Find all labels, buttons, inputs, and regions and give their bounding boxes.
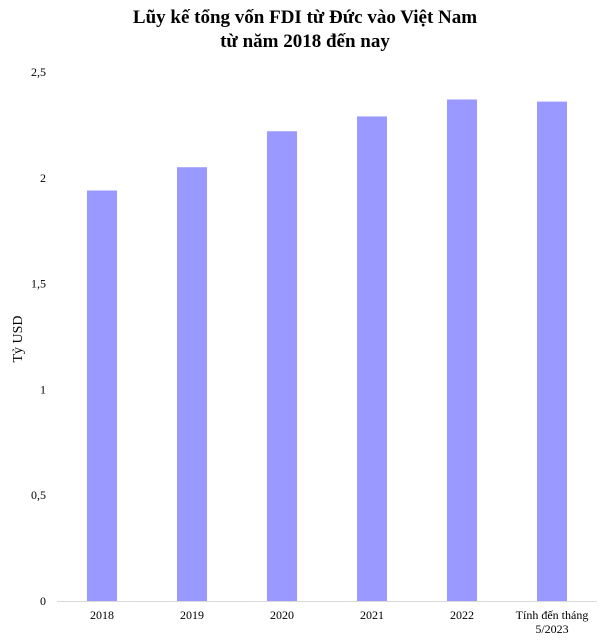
x-tick-label: 2022: [450, 608, 474, 622]
y-axis-ticks: 0 0,5 1 1,5 2 2,5: [31, 65, 46, 608]
x-tick-label: Tính đến tháng 5/2023: [516, 608, 589, 636]
x-tick-label: 2019: [180, 608, 204, 622]
x-tick-label: 2021: [360, 608, 384, 622]
y-tick-label: 2: [40, 171, 46, 185]
chart-title-line-1: Lũy kế tổng vốn FDI từ Đức vào Việt Nam: [132, 7, 478, 28]
y-axis-label: Tỷ USD: [11, 315, 26, 362]
x-tick-label: 2018: [90, 608, 114, 622]
chart-title: Lũy kế tổng vốn FDI từ Đức vào Việt Nam …: [0, 6, 610, 54]
bar-4: [447, 99, 477, 602]
x-axis-ticks: 2018 2019 2020 2021 2022 Tính đến tháng 5/2023: [90, 608, 588, 636]
y-tick-label: 0: [40, 594, 46, 608]
bars: [87, 99, 567, 602]
y-tick-label: 2,5: [31, 65, 46, 79]
bar-3: [357, 116, 387, 601]
bar-2: [267, 131, 297, 602]
y-tick-label: 1: [40, 382, 46, 396]
chart-title-line-2: từ năm 2018 đến nay: [220, 31, 390, 52]
y-tick-label: 1,5: [31, 277, 46, 291]
bar-0: [87, 190, 117, 601]
y-tick-label: 0,5: [31, 488, 46, 502]
bar-5: [537, 101, 567, 602]
x-tick-label: 2020: [270, 608, 294, 622]
bar-1: [177, 167, 207, 601]
